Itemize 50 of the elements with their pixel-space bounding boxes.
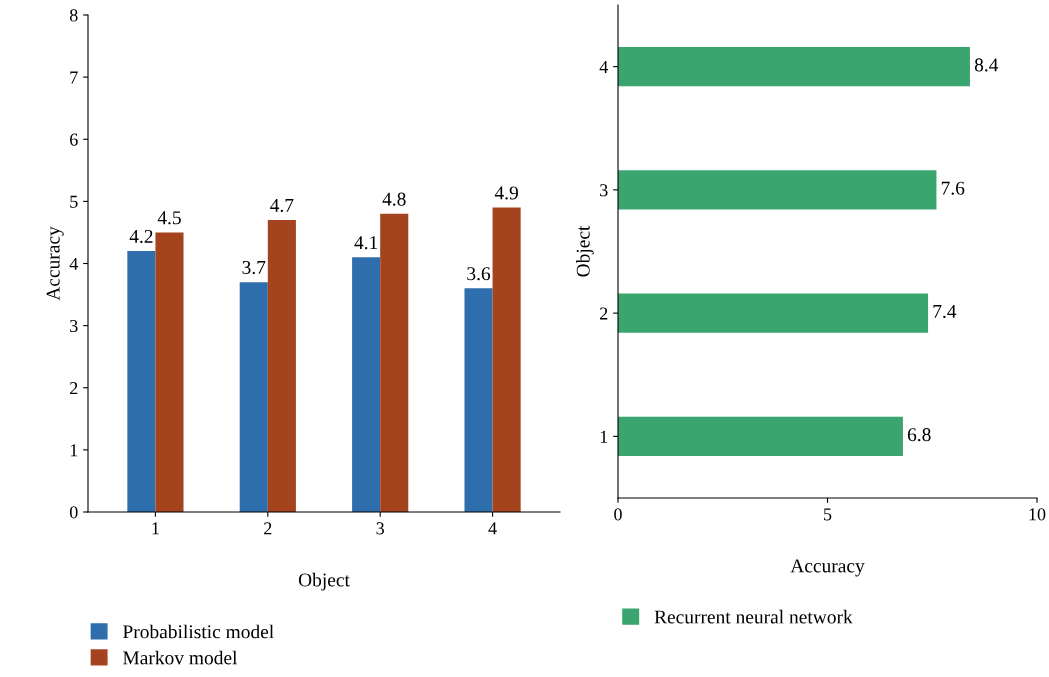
y-tick-label: 1 xyxy=(600,430,608,443)
bar xyxy=(618,293,929,333)
bar xyxy=(352,257,381,512)
y-tick-label: 8 xyxy=(69,9,78,22)
bar xyxy=(380,213,409,512)
bar xyxy=(618,46,970,87)
x-axis-title: Accuracy xyxy=(790,559,865,577)
bar xyxy=(492,207,521,512)
legend-label: Recurrent neural network xyxy=(654,609,853,624)
x-tick-label: 4 xyxy=(488,522,497,535)
y-axis-title: Object xyxy=(576,225,594,277)
bar xyxy=(155,232,184,512)
y-tick-label: 5 xyxy=(70,195,78,208)
y-tick-label: 2 xyxy=(600,307,608,320)
data-label: 4.5 xyxy=(157,211,181,225)
y-axis-title: Accuracy xyxy=(46,226,64,301)
y-tick-label: 7 xyxy=(70,71,78,84)
y-tick-label: 3 xyxy=(600,184,608,197)
legend-label: Markov model xyxy=(123,650,238,665)
y-tick-label: 4 xyxy=(599,61,608,73)
data-label: 4.2 xyxy=(129,229,153,244)
x-axis-title: Object xyxy=(298,572,350,591)
bar xyxy=(618,416,903,457)
data-label: 4.9 xyxy=(494,186,518,200)
data-label: 3.7 xyxy=(242,260,266,275)
data-label: 7.4 xyxy=(933,305,957,319)
y-tick-label: 1 xyxy=(70,444,78,457)
bar xyxy=(618,170,937,210)
bar xyxy=(127,251,156,512)
data-label: 8.4 xyxy=(974,58,999,72)
x-tick-label: 10 xyxy=(1029,508,1046,521)
data-label: 6.8 xyxy=(907,428,931,442)
x-tick-label: 1 xyxy=(152,522,159,535)
y-tick-label: 2 xyxy=(70,382,78,395)
y-tick-label: 6 xyxy=(70,133,78,146)
bar xyxy=(267,220,296,512)
x-tick-label: 3 xyxy=(376,522,384,535)
data-label: 7.6 xyxy=(941,181,965,195)
data-label: 4.1 xyxy=(354,236,378,250)
y-tick-label: 4 xyxy=(69,257,78,270)
x-tick-label: 0 xyxy=(614,508,622,521)
y-tick-label: 3 xyxy=(70,319,78,333)
x-tick-label: 2 xyxy=(264,522,272,535)
data-label: 3.6 xyxy=(467,267,491,281)
legend-label: Probabilistic model xyxy=(123,624,274,639)
bar xyxy=(239,282,268,512)
x-tick-label: 5 xyxy=(824,508,832,521)
data-label: 4.8 xyxy=(382,192,406,206)
data-label: 4.7 xyxy=(270,198,294,212)
bar xyxy=(464,288,493,512)
